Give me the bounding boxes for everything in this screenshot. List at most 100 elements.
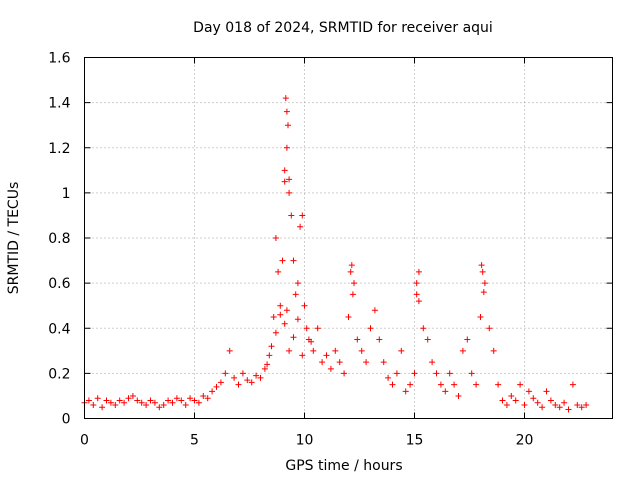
data-point	[275, 268, 282, 275]
data-point	[279, 257, 286, 264]
data-point	[517, 381, 524, 388]
data-point	[239, 370, 246, 377]
data-point	[294, 316, 301, 323]
data-point	[299, 212, 306, 219]
data-point	[565, 406, 572, 413]
data-point	[285, 122, 291, 129]
data-point	[200, 392, 207, 399]
data-point	[376, 336, 383, 343]
y-tick-label: 1	[62, 186, 71, 202]
data-point	[99, 404, 106, 411]
data-point	[283, 108, 290, 115]
data-point	[380, 359, 387, 366]
data-point	[367, 325, 374, 332]
data-point	[539, 404, 546, 411]
data-point	[286, 347, 293, 354]
data-point	[578, 404, 585, 411]
data-point	[490, 347, 497, 354]
data-point	[481, 280, 488, 287]
data-point	[561, 399, 568, 406]
data-point	[286, 176, 293, 183]
data-point	[138, 399, 145, 406]
data-point	[420, 325, 427, 332]
y-tick-label: 0.4	[48, 321, 70, 337]
data-point	[389, 381, 396, 388]
data-point	[308, 338, 315, 345]
data-point	[134, 397, 141, 404]
data-point	[358, 347, 365, 354]
y-tick-label: 0.6	[48, 276, 70, 292]
x-tick-label: 15	[406, 433, 424, 449]
data-point	[191, 397, 198, 404]
data-point	[345, 313, 352, 320]
y-axis-label: SRMTID / TECUs	[6, 182, 22, 295]
x-tick-label: 10	[296, 433, 314, 449]
y-tick-label: 0.8	[48, 231, 70, 247]
data-point	[272, 329, 279, 336]
data-point	[151, 399, 158, 406]
data-point	[261, 365, 268, 372]
data-point	[569, 381, 576, 388]
data-point	[486, 325, 493, 332]
data-point	[156, 404, 163, 411]
data-point	[319, 359, 326, 366]
data-point	[112, 401, 119, 408]
data-point	[413, 291, 420, 298]
data-point	[442, 388, 449, 395]
data-point	[283, 307, 290, 314]
data-point	[534, 399, 541, 406]
data-point	[283, 144, 290, 151]
x-tick-label: 5	[190, 433, 199, 449]
data-point	[349, 291, 356, 298]
data-point	[209, 388, 216, 395]
data-point	[297, 223, 304, 230]
data-point	[521, 401, 528, 408]
data-point	[415, 298, 422, 305]
data-point	[415, 268, 422, 275]
data-point	[547, 397, 554, 404]
data-point	[90, 401, 97, 408]
data-point	[583, 401, 590, 408]
data-point	[525, 388, 532, 395]
data-point	[480, 289, 487, 296]
data-point	[143, 401, 150, 408]
x-axis-label: GPS time / hours	[285, 458, 402, 474]
data-point	[173, 395, 180, 402]
data-point	[281, 320, 288, 327]
x-tick-label: 0	[80, 433, 89, 449]
data-point	[468, 370, 475, 377]
data-point	[336, 359, 343, 366]
y-tick-label: 0	[62, 412, 71, 428]
data-point	[257, 374, 264, 381]
data-point	[433, 370, 440, 377]
y-tick-label: 0.2	[48, 366, 70, 382]
data-point	[160, 401, 167, 408]
data-point	[270, 313, 277, 320]
data-point	[281, 178, 288, 185]
data-point	[147, 397, 154, 404]
data-point	[235, 381, 242, 388]
data-point	[281, 167, 288, 174]
y-tick-label: 1.6	[48, 51, 70, 67]
data-point	[354, 336, 361, 343]
data-point	[371, 307, 378, 314]
data-point	[413, 280, 420, 287]
data-point	[277, 311, 284, 318]
data-point	[477, 313, 484, 320]
data-point	[94, 395, 101, 402]
data-point	[195, 399, 202, 406]
data-point	[121, 399, 128, 406]
y-tick-label: 1.4	[48, 96, 70, 112]
data-point	[231, 374, 238, 381]
data-point	[290, 257, 297, 264]
data-point	[116, 397, 123, 404]
data-point	[499, 397, 506, 404]
data-point	[301, 302, 308, 309]
data-point	[478, 262, 485, 269]
data-point	[429, 359, 436, 366]
data-point	[473, 381, 480, 388]
data-point	[455, 392, 462, 399]
data-point	[103, 397, 110, 404]
